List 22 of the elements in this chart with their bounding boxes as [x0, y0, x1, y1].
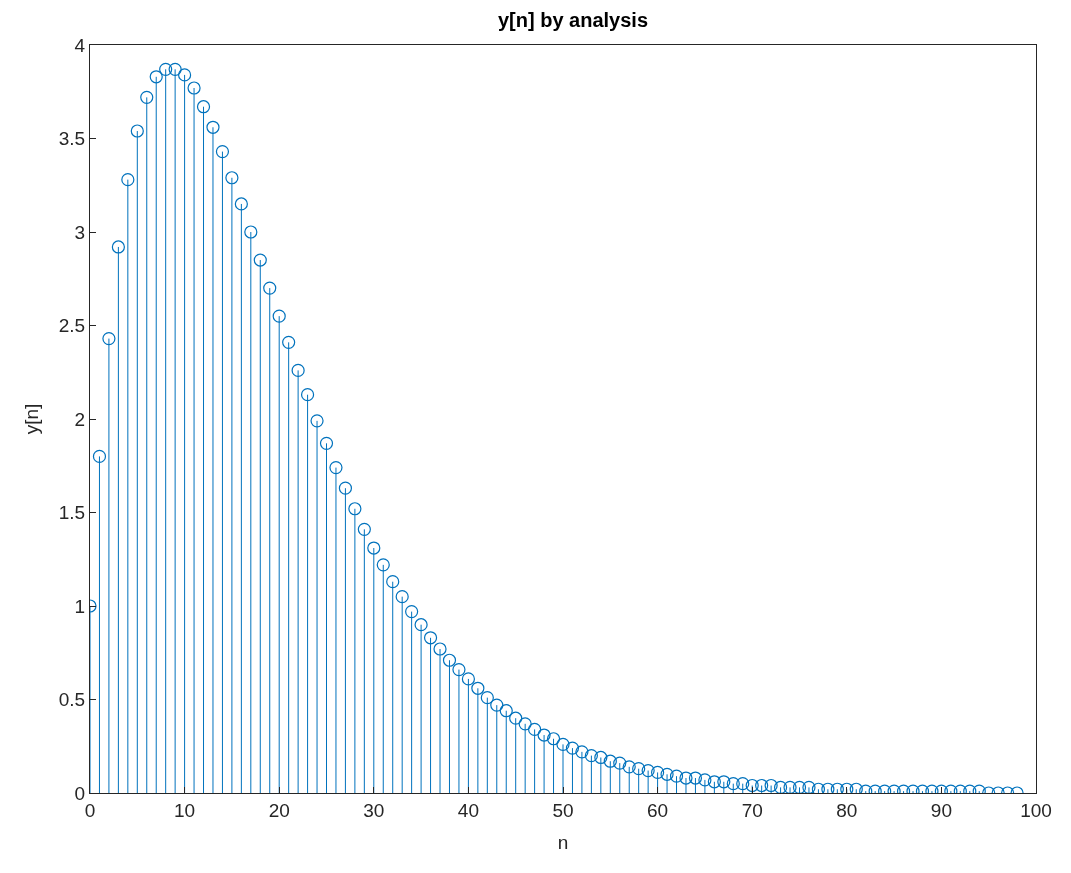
y-tick-label: 2.5: [58, 315, 86, 337]
y-tick-label: 1.5: [58, 502, 86, 524]
y-tick-label: 3.5: [58, 128, 86, 150]
x-tick-label: 50: [552, 799, 574, 821]
x-tick-label: 20: [268, 799, 290, 821]
chart-title: y[n] by analysis: [497, 9, 649, 32]
y-tick-label: 3: [74, 221, 86, 243]
x-tick-label: 80: [836, 799, 858, 821]
x-tick-label: 90: [930, 799, 952, 821]
y-tick-label: 2: [74, 408, 86, 430]
x-tick-label: 40: [457, 799, 479, 821]
x-tick-label: 30: [363, 799, 385, 821]
x-tick-label: 100: [1020, 799, 1052, 821]
y-tick-label: 0: [74, 782, 86, 804]
x-tick-label: 10: [174, 799, 196, 821]
x-tick-label: 70: [741, 799, 763, 821]
x-tick-label: 60: [647, 799, 669, 821]
y-tick-label: 4: [74, 34, 86, 56]
y-tick-label: 1: [74, 595, 86, 617]
x-axis-title: n: [557, 831, 569, 853]
y-axis-title: y[n]: [20, 403, 42, 435]
y-tick-label: 0.5: [58, 689, 86, 711]
